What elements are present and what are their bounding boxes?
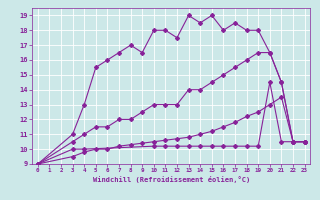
X-axis label: Windchill (Refroidissement éolien,°C): Windchill (Refroidissement éolien,°C): [92, 176, 250, 183]
